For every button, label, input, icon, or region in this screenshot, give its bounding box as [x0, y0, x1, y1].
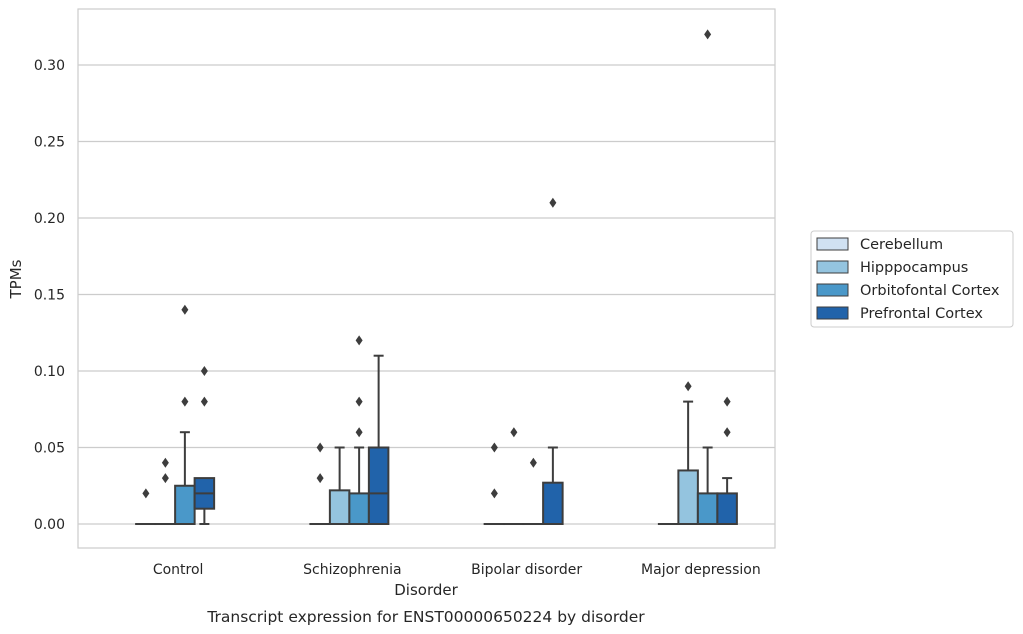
grid-lines [78, 64, 775, 525]
box-orbitofontal-cortex [696, 29, 719, 525]
box-orbitofontal-cortex [174, 304, 196, 525]
legend-label: Orbitofontal Cortex [860, 283, 1000, 299]
outlier-point [549, 197, 557, 208]
box-hipppocampus [328, 446, 351, 525]
box-body [677, 469, 699, 526]
box-body [542, 481, 564, 526]
y-tick-label: 0.20 [34, 211, 65, 227]
legend-swatch [816, 260, 849, 274]
x-axis-ticks: Control Schizophrenia Bipolar disorder Majo… [153, 562, 761, 578]
x-tick-label: Schizophrenia [303, 562, 401, 578]
box-prefrontal-cortex [193, 366, 216, 525]
outlier-point [490, 488, 498, 499]
box-orbitofontal-cortex [522, 457, 545, 526]
y-tick-label: 0.30 [34, 58, 65, 74]
outlier-point [510, 427, 518, 438]
outlier-point [181, 304, 189, 315]
y-tick-label: 0.25 [34, 135, 65, 151]
outlier-point [161, 473, 169, 484]
legend-label: Prefrontal Cortex [860, 306, 983, 322]
box-prefrontal-cortex [542, 197, 564, 526]
box-hipppocampus [503, 427, 525, 526]
chart-caption: Transcript expression for ENST0000065022… [206, 608, 645, 626]
outlier-point [161, 457, 169, 468]
box-body [696, 492, 719, 525]
outlier-point [723, 427, 731, 438]
box-cerebellum [309, 442, 331, 526]
legend-label: Hipppocampus [860, 260, 968, 276]
outlier-point [529, 457, 537, 468]
outlier-point [200, 366, 208, 376]
outlier-point [355, 427, 363, 438]
box-body [716, 492, 738, 525]
legend-frame [810, 230, 1014, 328]
outlier-point [181, 396, 189, 407]
x-axis-label: Disorder [394, 581, 458, 599]
legend-swatch [816, 283, 849, 297]
outlier-point [316, 442, 324, 453]
outlier-point [490, 442, 498, 453]
y-axis-label: TPMs [7, 259, 25, 299]
y-tick-label: 0.15 [34, 288, 65, 304]
y-axis-ticks: 0.00 0.05 0.10 0.15 0.20 0.25 0.30 [34, 58, 65, 533]
box-body [328, 489, 351, 525]
plot-area-frame [77, 8, 776, 549]
legend: Cerebellum Hipppocampus Orbitofontal Corte… [810, 230, 1014, 328]
box-prefrontal-cortex [367, 354, 390, 525]
x-tick-label: Bipolar disorder [471, 562, 582, 578]
x-tick-label: Control [153, 562, 204, 578]
x-tick-label: Major depression [641, 562, 761, 578]
box-hipppocampus [154, 457, 177, 526]
box-prefrontal-cortex [716, 396, 738, 525]
y-tick-label: 0.00 [34, 517, 65, 533]
legend-swatch [816, 237, 849, 251]
outlier-point [704, 29, 712, 40]
box-cerebellum [483, 442, 506, 526]
box-body [348, 492, 370, 525]
box-body [367, 446, 390, 525]
outlier-point [316, 473, 324, 484]
outlier-point [200, 396, 208, 407]
outlier-point [723, 396, 731, 407]
box-hipppocampus [677, 381, 699, 526]
outlier-point [355, 396, 363, 407]
box-cerebellum [135, 488, 157, 526]
legend-label: Cerebellum [860, 237, 943, 253]
outlier-point [684, 381, 692, 392]
box-orbitofontal-cortex [348, 335, 370, 525]
outlier-point [355, 335, 363, 346]
boxes [135, 29, 738, 526]
box-body [174, 484, 196, 525]
y-tick-label: 0.10 [34, 364, 65, 380]
legend-swatch [816, 306, 849, 320]
outlier-point [142, 488, 150, 499]
y-tick-label: 0.05 [34, 441, 65, 457]
